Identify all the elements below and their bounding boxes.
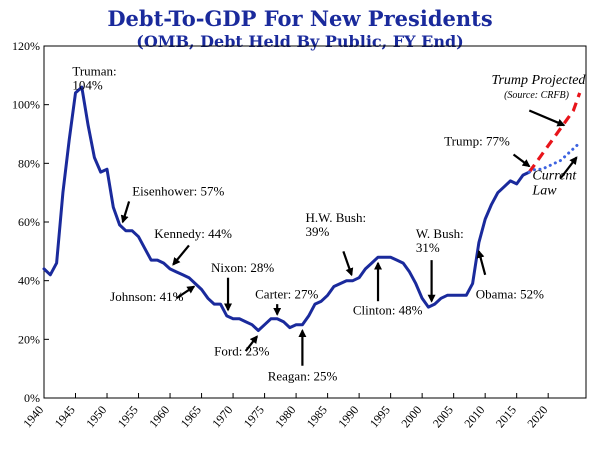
annotation-label: Kennedy: 44% [154,226,232,241]
x-tick-label: 1940 [20,403,46,430]
annotation-label: (Source: CRFB) [504,90,570,101]
annotation-label: Carter: 27% [255,286,318,301]
chart-title: Debt-To-GDP For New Presidents [107,6,493,31]
annotation-label: Current Law [531,168,577,198]
series-current-law-line [527,141,582,174]
annotation-line: Kennedy: 44% [154,226,232,241]
annotation-line: W. Bush: [416,226,464,241]
y-tick-label: 80% [18,156,40,170]
annotation-arrow [342,250,354,277]
y-tick-label: 60% [18,215,40,229]
annotation-arrow [172,244,190,266]
annotation-line: Trump: 77% [444,134,510,149]
annotation-label: H.W. Bush: 39% [306,210,367,239]
annotation-arrow [175,285,196,300]
x-tick-label: 2005 [430,403,456,430]
x-tick-label: 2015 [493,403,519,430]
annotation-line: 39% [306,224,330,239]
x-tick-label: 1985 [304,403,330,430]
annotation-line: Truman: [72,63,116,78]
annotation-line: 31% [416,240,440,255]
annotation-line: H.W. Bush: [306,210,367,225]
annotation-label: Truman: 104% [72,63,116,92]
annotation-line: Johnson: 41% [110,289,183,304]
x-tick-label: 2020 [524,403,550,430]
annotation-line: 104% [72,77,103,92]
annotation-label: Johnson: 41% [110,289,183,304]
annotation-line: Reagan: 25% [268,368,338,383]
annotation-label: Trump: 77% [444,134,510,149]
annotation-line: Nixon: 28% [211,260,274,275]
annotation-line: Carter: 27% [255,286,318,301]
annotation-line: Trump Projected [491,73,586,88]
annotation-line: Law [531,183,557,198]
x-tick-label: 1990 [335,403,361,430]
x-tick-label: 2000 [398,403,424,430]
x-tick-label: 1960 [146,403,172,430]
annotation-label: Obama: 52% [476,286,544,301]
series-trump-projected-line [527,92,582,174]
series [42,85,582,332]
annotation-label: Nixon: 28% [211,260,274,275]
x-tick-label: 1955 [115,403,141,430]
annotation-label: Trump Projected [491,73,586,88]
x-tick-label: 1995 [367,403,393,430]
x-tick-label: 2010 [461,403,487,430]
annotation-arrow [476,249,487,276]
y-tick-label: 0% [24,391,40,405]
annotation-label: Clinton: 48% [353,302,423,317]
y-tick-label: 40% [18,274,40,288]
series-historical-line [42,85,531,332]
y-tick-label: 120% [12,39,40,53]
annotation-arrow [512,153,531,168]
annotation-label: Reagan: 25% [268,368,338,383]
annotation-line: Current [532,168,577,183]
annotation-arrow [120,201,131,224]
annotation-arrow [559,156,578,179]
annotation-label: W. Bush: 31% [416,226,464,255]
x-tick-label: 1980 [272,403,298,430]
annotation-line: (Source: CRFB) [504,90,570,101]
annotations: Truman: 104% Eisenhower: 57% Kennedy: 44% Jo… [72,63,586,383]
x-tick-label: 1965 [178,403,204,430]
annotation-line: Ford: 23% [214,343,269,358]
y-tick-label: 20% [18,332,40,346]
annotation-label: Ford: 23% [214,343,269,358]
annotation-arrow [244,335,258,352]
y-tick-label: 100% [12,98,40,112]
x-tick-label: 1945 [52,403,78,430]
annotation-line: Eisenhower: 57% [132,184,224,199]
x-tick-label: 1975 [241,403,267,430]
annotation-line: Clinton: 48% [353,302,423,317]
annotation-label: Eisenhower: 57% [132,184,224,199]
annotation-line: Obama: 52% [476,286,544,301]
x-tick-label: 1950 [83,403,109,430]
annotation-arrow [528,109,566,127]
x-tick-label: 1970 [209,403,235,430]
